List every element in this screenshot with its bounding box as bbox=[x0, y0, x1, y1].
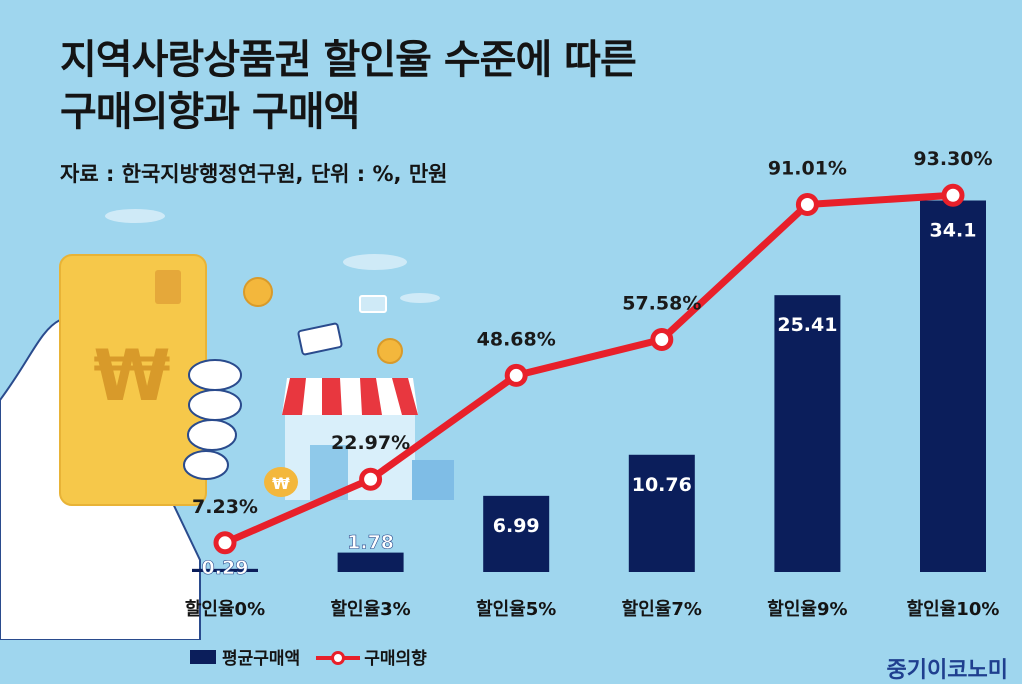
bar-value-label-0: 0.29 bbox=[202, 557, 249, 579]
legend-line-swatch bbox=[316, 649, 361, 665]
bar-1 bbox=[337, 552, 404, 572]
legend-line-label: 구매의향 bbox=[364, 649, 427, 669]
line-point-1 bbox=[359, 467, 383, 491]
bar-5 bbox=[920, 200, 986, 572]
legend-bar-label: 평균구매액 bbox=[222, 649, 301, 669]
hand-holding-card-icon: ₩ bbox=[0, 254, 242, 640]
decor-illustration: ₩ ₩ bbox=[0, 209, 454, 640]
line-value-label-3: 57.58% bbox=[622, 292, 701, 314]
x-tick-label-5: 할인율10% bbox=[907, 598, 1000, 620]
labels-layer: 0.29 1.78 6.99 10.76 25.41 34.1 7.23% 22.97% 48.… bbox=[185, 148, 1000, 620]
chart-legend: 평균구매액 구매의향 bbox=[190, 644, 427, 669]
line-point-0 bbox=[213, 531, 237, 555]
line-point-5 bbox=[941, 183, 965, 207]
bar-2 bbox=[483, 495, 550, 572]
x-tick-label-2: 할인율5% bbox=[476, 598, 556, 620]
source-credit: 중기이코노미 bbox=[886, 658, 1008, 683]
legend-bar-swatch bbox=[190, 649, 216, 664]
line-point-4 bbox=[795, 192, 819, 216]
bar-value-label-1: 1.78 bbox=[347, 532, 394, 554]
bars-layer bbox=[192, 200, 986, 572]
chart-title-line2: 구매의향과 구매액 bbox=[60, 89, 360, 135]
chart-title-line1: 지역사랑상품권 할인율 수준에 따른 bbox=[60, 37, 637, 83]
svg-text:₩: ₩ bbox=[272, 474, 290, 493]
line-layer bbox=[213, 183, 965, 555]
won-sign-icon: ₩ bbox=[93, 335, 170, 417]
bar-4 bbox=[774, 295, 841, 572]
banknote-icon bbox=[297, 295, 387, 356]
bar-3 bbox=[628, 454, 695, 572]
bar-value-label-5: 34.1 bbox=[930, 219, 977, 241]
line-point-2 bbox=[504, 363, 528, 387]
x-tick-label-0: 할인율0% bbox=[185, 598, 265, 620]
bar-value-label-2: 6.99 bbox=[493, 515, 540, 537]
bar-value-label-3: 10.76 bbox=[632, 474, 692, 496]
x-tick-label-3: 할인율7% bbox=[622, 598, 702, 620]
line-point-3 bbox=[650, 327, 674, 351]
line-value-label-2: 48.68% bbox=[477, 328, 556, 350]
cloud-icon bbox=[105, 209, 440, 303]
bar-value-label-4: 25.41 bbox=[777, 314, 837, 336]
line-series bbox=[223, 191, 954, 547]
line-value-label-4: 91.01% bbox=[768, 157, 847, 179]
line-value-label-5: 93.30% bbox=[913, 148, 992, 170]
chart-subtitle: 자료 : 한국지방행정연구원, 단위 : %, 만원 bbox=[60, 162, 448, 186]
x-tick-label-1: 할인율3% bbox=[330, 598, 410, 620]
bar-0 bbox=[192, 568, 258, 572]
money-bag-icon: ₩ bbox=[264, 467, 298, 497]
line-value-label-1: 22.97% bbox=[331, 432, 410, 454]
x-tick-label-4: 할인율9% bbox=[767, 598, 847, 620]
store-icon bbox=[282, 378, 454, 500]
line-value-label-0: 7.23% bbox=[192, 496, 258, 518]
coin-icon bbox=[243, 277, 403, 364]
